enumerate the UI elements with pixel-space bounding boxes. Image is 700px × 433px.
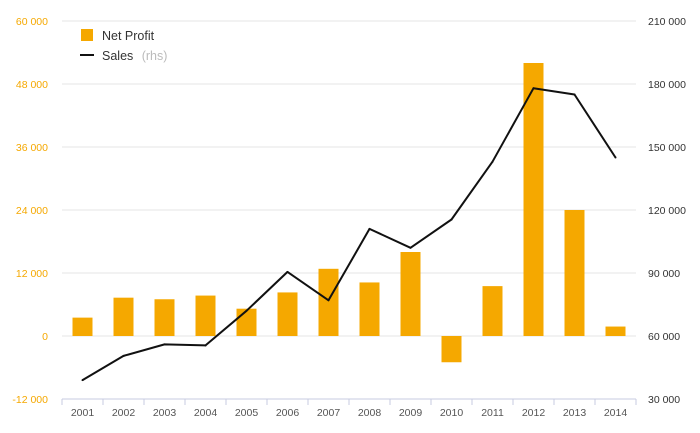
sales-point-2013 [573, 93, 576, 96]
sales-point-2005 [245, 309, 248, 312]
legend-swatch-net-profit [81, 29, 93, 41]
x-tick-label-2009: 2009 [399, 407, 423, 419]
y-right-tick-label: 150 000 [648, 142, 686, 154]
x-tick-label-2002: 2002 [112, 407, 136, 419]
y-right-tick-label: 90 000 [648, 268, 680, 280]
y-right-tick-label: 60 000 [648, 331, 680, 343]
sales-point-2004 [204, 344, 207, 347]
y-left-tick-label: 60 000 [16, 16, 48, 28]
x-tick-label-2012: 2012 [522, 407, 546, 419]
bar-net-profit-2009 [400, 252, 421, 336]
bar-net-profit-2010 [441, 336, 462, 363]
x-tick-label-2007: 2007 [317, 407, 341, 419]
sales-point-2009 [409, 246, 412, 249]
sales-point-2008 [368, 227, 371, 230]
legend-label-sales-suffix: (rhs) [142, 49, 168, 63]
x-tick-label-2001: 2001 [71, 407, 95, 419]
y-right-tick-label: 30 000 [648, 394, 680, 406]
x-tick-label-2005: 2005 [235, 407, 259, 419]
gridlines [62, 20, 636, 337]
legend: Net Profit Sales (rhs) [80, 29, 167, 64]
x-tick-label-2008: 2008 [358, 407, 382, 419]
x-tick-label-2013: 2013 [563, 407, 587, 419]
sales-point-2002 [122, 354, 125, 357]
sales-point-2006 [286, 270, 289, 273]
y-left-tick-label: 24 000 [16, 205, 48, 217]
bar-net-profit-2011 [482, 286, 503, 336]
sales-line [81, 87, 617, 381]
x-tick-label-2014: 2014 [604, 407, 628, 419]
bar-net-profit-2013 [564, 210, 585, 336]
y-left-tick-label: -12 000 [12, 394, 48, 406]
bar-net-profit-2012 [523, 63, 544, 336]
x-tick-label-2006: 2006 [276, 407, 300, 419]
y-left-tick-label: 48 000 [16, 79, 48, 91]
bar-net-profit-2005 [236, 308, 257, 336]
y-right-tick-label: 180 000 [648, 79, 686, 91]
y-right-tick-label: 120 000 [648, 205, 686, 217]
sales-line-layer [81, 87, 617, 382]
bar-net-profit-2014 [605, 326, 626, 336]
bar-net-profit-2003 [154, 299, 175, 336]
sales-point-2003 [163, 343, 166, 346]
bar-net-profit-2004 [195, 295, 216, 336]
y-right-tick-label: 210 000 [648, 16, 686, 28]
sales-point-2011 [491, 160, 494, 163]
bar-net-profit-2007 [318, 268, 339, 336]
bar-net-profit-2006 [277, 292, 298, 336]
x-tick-label-2003: 2003 [153, 407, 177, 419]
legend-entry-sales: Sales (rhs) [102, 47, 167, 64]
legend-label-net-profit: Net Profit [102, 29, 155, 43]
sales-point-2007 [327, 299, 330, 302]
net-profit-bars [72, 63, 626, 363]
y-left-tick-label: 12 000 [16, 268, 48, 280]
bar-net-profit-2008 [359, 282, 380, 336]
sales-point-2014 [614, 156, 617, 159]
y-left-tick-label: 0 [42, 331, 48, 343]
bar-net-profit-2001 [72, 317, 93, 336]
x-tick-label-2010: 2010 [440, 407, 464, 419]
sales-point-2010 [450, 218, 453, 221]
sales-point-2001 [81, 379, 84, 382]
bar-net-profit-2002 [113, 297, 134, 336]
x-tick-label-2011: 2011 [481, 407, 504, 419]
x-tick-label-2004: 2004 [194, 407, 218, 419]
legend-label-sales: Sales [102, 49, 133, 63]
axes: -12 000 0 12 000 24 000 36 000 48 000 60 000 30… [12, 16, 686, 419]
y-left-tick-label: 36 000 [16, 142, 48, 154]
sales-point-2012 [532, 87, 535, 90]
